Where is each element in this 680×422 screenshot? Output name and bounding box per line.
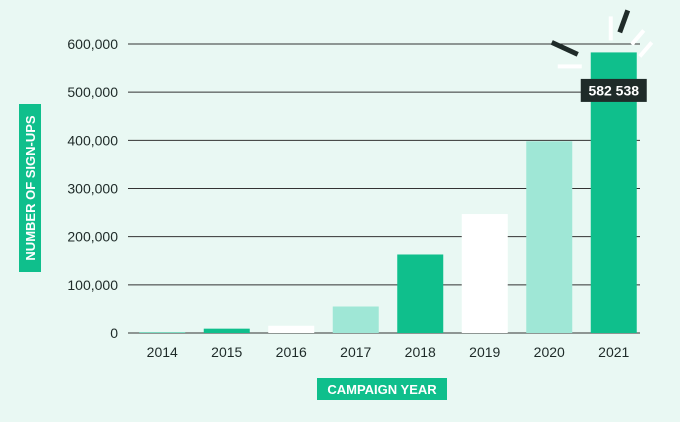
y-tick-labels: 0 100,000 200,000 300,000 400,000 500,000 600,…: [67, 36, 118, 341]
x-tick-label: 2016: [276, 344, 307, 360]
bars: [139, 52, 637, 334]
y-tick-label: 500,000: [67, 84, 118, 100]
bar-2020: [526, 141, 573, 333]
burst-stroke: [617, 9, 631, 34]
x-tick-labels: 2014 2015 2016 2017 2018 2019 2020 2021: [147, 344, 630, 360]
data-labels: 582 538: [580, 78, 647, 102]
y-tick-label: 300,000: [67, 181, 118, 197]
x-tick-label: 2015: [211, 344, 242, 360]
y-tick-label: 400,000: [67, 132, 118, 148]
data-label-background: [580, 78, 647, 102]
highlight-burst: [550, 9, 654, 69]
y-axis-title: NUMBER OF SIGN-UPS: [19, 104, 41, 272]
y-tick-label: 200,000: [67, 229, 118, 245]
y-tick-label: 0: [110, 325, 118, 341]
x-tick-label: 2018: [405, 344, 436, 360]
x-tick-label: 2017: [340, 344, 371, 360]
x-tick-label: 2014: [147, 344, 178, 360]
bar-2015: [203, 328, 250, 333]
bar-2019: [461, 214, 508, 333]
data-label-2021: 582 538: [588, 82, 639, 98]
x-axis-title: CAMPAIGN YEAR: [317, 378, 447, 400]
bar-2017: [332, 306, 379, 333]
x-tick-label: 2021: [598, 344, 629, 360]
burst-stroke: [550, 40, 579, 57]
y-axis-title-text: NUMBER OF SIGN-UPS: [23, 115, 38, 261]
bar-2018: [397, 254, 444, 333]
x-tick-label: 2020: [534, 344, 565, 360]
gridlines: [128, 43, 640, 334]
y-axis-title-background: [19, 104, 41, 272]
y-tick-label: 600,000: [67, 36, 118, 52]
x-axis-title-text: CAMPAIGN YEAR: [327, 382, 437, 397]
bar-2016: [268, 325, 315, 333]
burst-stroke: [630, 29, 646, 46]
x-axis-title-background: [317, 378, 447, 400]
x-tick-label: 2019: [469, 344, 500, 360]
y-tick-label: 100,000: [67, 277, 118, 293]
burst-stroke: [638, 41, 654, 58]
